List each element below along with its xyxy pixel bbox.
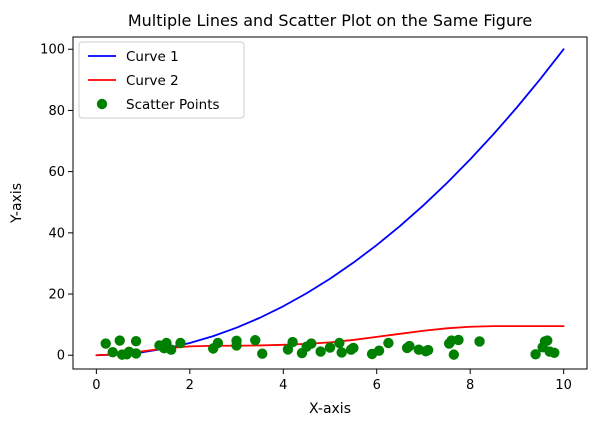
x-axis-label: X-axis: [309, 401, 351, 417]
scatter-point: [324, 342, 336, 353]
x-tick-label: 4: [279, 378, 287, 393]
y-tick-label: 40: [48, 226, 65, 241]
scatter-point: [530, 349, 541, 360]
scatter-point: [100, 338, 111, 349]
y-tick-label: 80: [48, 104, 65, 119]
scatter-point: [114, 335, 125, 346]
x-axis: 0 2 4 6 8 10: [92, 369, 572, 393]
scatter-point: [257, 348, 268, 359]
x-tick-label: 8: [466, 378, 474, 393]
x-tick-label: 10: [555, 378, 572, 393]
scatter-point: [474, 336, 485, 347]
x-tick-label: 2: [186, 378, 194, 393]
scatter-point: [549, 347, 560, 358]
scatter-point: [453, 334, 464, 346]
legend-label: Curve 1: [126, 49, 179, 65]
scatter-point: [373, 345, 385, 356]
scatter-point: [165, 344, 177, 355]
scatter-point: [422, 344, 434, 356]
y-axis-label: Y-axis: [9, 183, 25, 224]
x-tick-label: 6: [373, 378, 381, 393]
y-tick-label: 0: [57, 349, 65, 364]
plot-frame: [72, 36, 588, 370]
scatter-point: [315, 346, 326, 357]
scatter-point: [383, 337, 394, 349]
y-axis: 0 20 40 60 80 100: [40, 43, 73, 364]
scatter-point: [404, 340, 415, 352]
scatter-point: [231, 340, 242, 351]
scatter-point: [130, 335, 142, 347]
legend: Curve 1 Curve 2 Scatter Points: [78, 41, 245, 119]
x-tick-label: 0: [92, 378, 100, 393]
scatter-point: [334, 337, 345, 349]
scatter-point: [306, 338, 317, 349]
scatter-point: [448, 349, 460, 360]
scatter-point: [175, 337, 186, 349]
scatter-point: [250, 335, 261, 346]
y-tick-label: 60: [48, 165, 65, 180]
scatter-point: [287, 336, 298, 348]
scatter-point: [336, 347, 347, 358]
legend-marker-swatch: [96, 98, 108, 110]
legend-label: Scatter Points: [126, 97, 220, 113]
scatter-point: [212, 337, 224, 349]
plot-area: [95, 48, 565, 360]
scatter-point: [107, 346, 118, 358]
legend-label: Curve 2: [126, 73, 179, 89]
chart-title: Multiple Lines and Scatter Plot on the S…: [128, 11, 532, 30]
scatter-point: [130, 348, 142, 359]
y-tick-label: 20: [48, 288, 65, 303]
scatter-point: [348, 342, 359, 354]
scatter-point: [542, 335, 553, 346]
legend-box: [78, 41, 245, 119]
y-tick-label: 100: [40, 43, 65, 58]
